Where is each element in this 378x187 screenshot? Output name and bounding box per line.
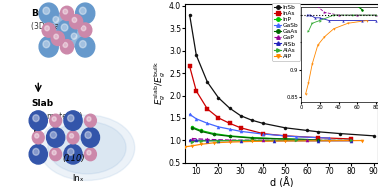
Circle shape bbox=[68, 115, 74, 122]
Circle shape bbox=[84, 114, 96, 127]
Circle shape bbox=[57, 20, 76, 40]
Circle shape bbox=[72, 17, 77, 22]
Circle shape bbox=[67, 131, 79, 144]
Circle shape bbox=[29, 145, 47, 164]
Text: Slab: Slab bbox=[31, 99, 53, 108]
Circle shape bbox=[70, 134, 74, 138]
Circle shape bbox=[53, 16, 59, 23]
Ellipse shape bbox=[39, 115, 135, 180]
Circle shape bbox=[87, 117, 91, 121]
Circle shape bbox=[70, 15, 83, 29]
Circle shape bbox=[50, 114, 62, 127]
Ellipse shape bbox=[48, 122, 126, 174]
Circle shape bbox=[81, 26, 86, 31]
Circle shape bbox=[33, 148, 39, 155]
Circle shape bbox=[32, 131, 44, 144]
Text: (2D material): (2D material) bbox=[31, 112, 83, 121]
Circle shape bbox=[84, 148, 96, 161]
Circle shape bbox=[68, 148, 74, 155]
Circle shape bbox=[79, 7, 86, 14]
Circle shape bbox=[64, 145, 82, 164]
Circle shape bbox=[76, 36, 95, 57]
Circle shape bbox=[63, 42, 68, 47]
Circle shape bbox=[29, 111, 47, 130]
Circle shape bbox=[33, 115, 39, 122]
Circle shape bbox=[46, 128, 65, 147]
Circle shape bbox=[52, 117, 56, 121]
Circle shape bbox=[45, 26, 50, 31]
Circle shape bbox=[39, 3, 58, 24]
Circle shape bbox=[71, 33, 77, 39]
Legend: InSb, InAs, InP, GaSb, GaAs, GaP, AlSb, AlAs, AlP: InSb, InAs, InP, GaSb, GaAs, GaP, AlSb, … bbox=[272, 3, 300, 61]
Circle shape bbox=[79, 23, 92, 37]
Circle shape bbox=[39, 36, 58, 57]
Text: (110): (110) bbox=[63, 154, 85, 163]
Circle shape bbox=[60, 40, 74, 54]
Circle shape bbox=[42, 23, 55, 37]
Circle shape bbox=[64, 111, 82, 130]
Circle shape bbox=[50, 148, 62, 161]
Circle shape bbox=[63, 9, 68, 14]
Circle shape bbox=[61, 24, 68, 31]
Circle shape bbox=[43, 41, 50, 48]
Circle shape bbox=[52, 150, 56, 155]
Circle shape bbox=[60, 6, 74, 20]
Circle shape bbox=[79, 41, 86, 48]
Circle shape bbox=[87, 150, 91, 155]
Text: lnₓ: lnₓ bbox=[73, 174, 84, 183]
Circle shape bbox=[51, 31, 64, 45]
Circle shape bbox=[50, 13, 66, 30]
Circle shape bbox=[54, 34, 59, 39]
Circle shape bbox=[85, 132, 91, 138]
Circle shape bbox=[76, 3, 95, 24]
Circle shape bbox=[81, 128, 99, 147]
Circle shape bbox=[43, 7, 50, 14]
Circle shape bbox=[68, 30, 84, 47]
X-axis label: d (Å): d (Å) bbox=[270, 177, 293, 187]
Y-axis label: $E_g^{\rm slab}/E_g^{\rm bulk}$: $E_g^{\rm slab}/E_g^{\rm bulk}$ bbox=[152, 61, 167, 105]
Circle shape bbox=[35, 134, 39, 138]
Text: Bulk: Bulk bbox=[31, 9, 54, 18]
Circle shape bbox=[50, 132, 57, 138]
Text: (3D material): (3D material) bbox=[31, 22, 83, 31]
